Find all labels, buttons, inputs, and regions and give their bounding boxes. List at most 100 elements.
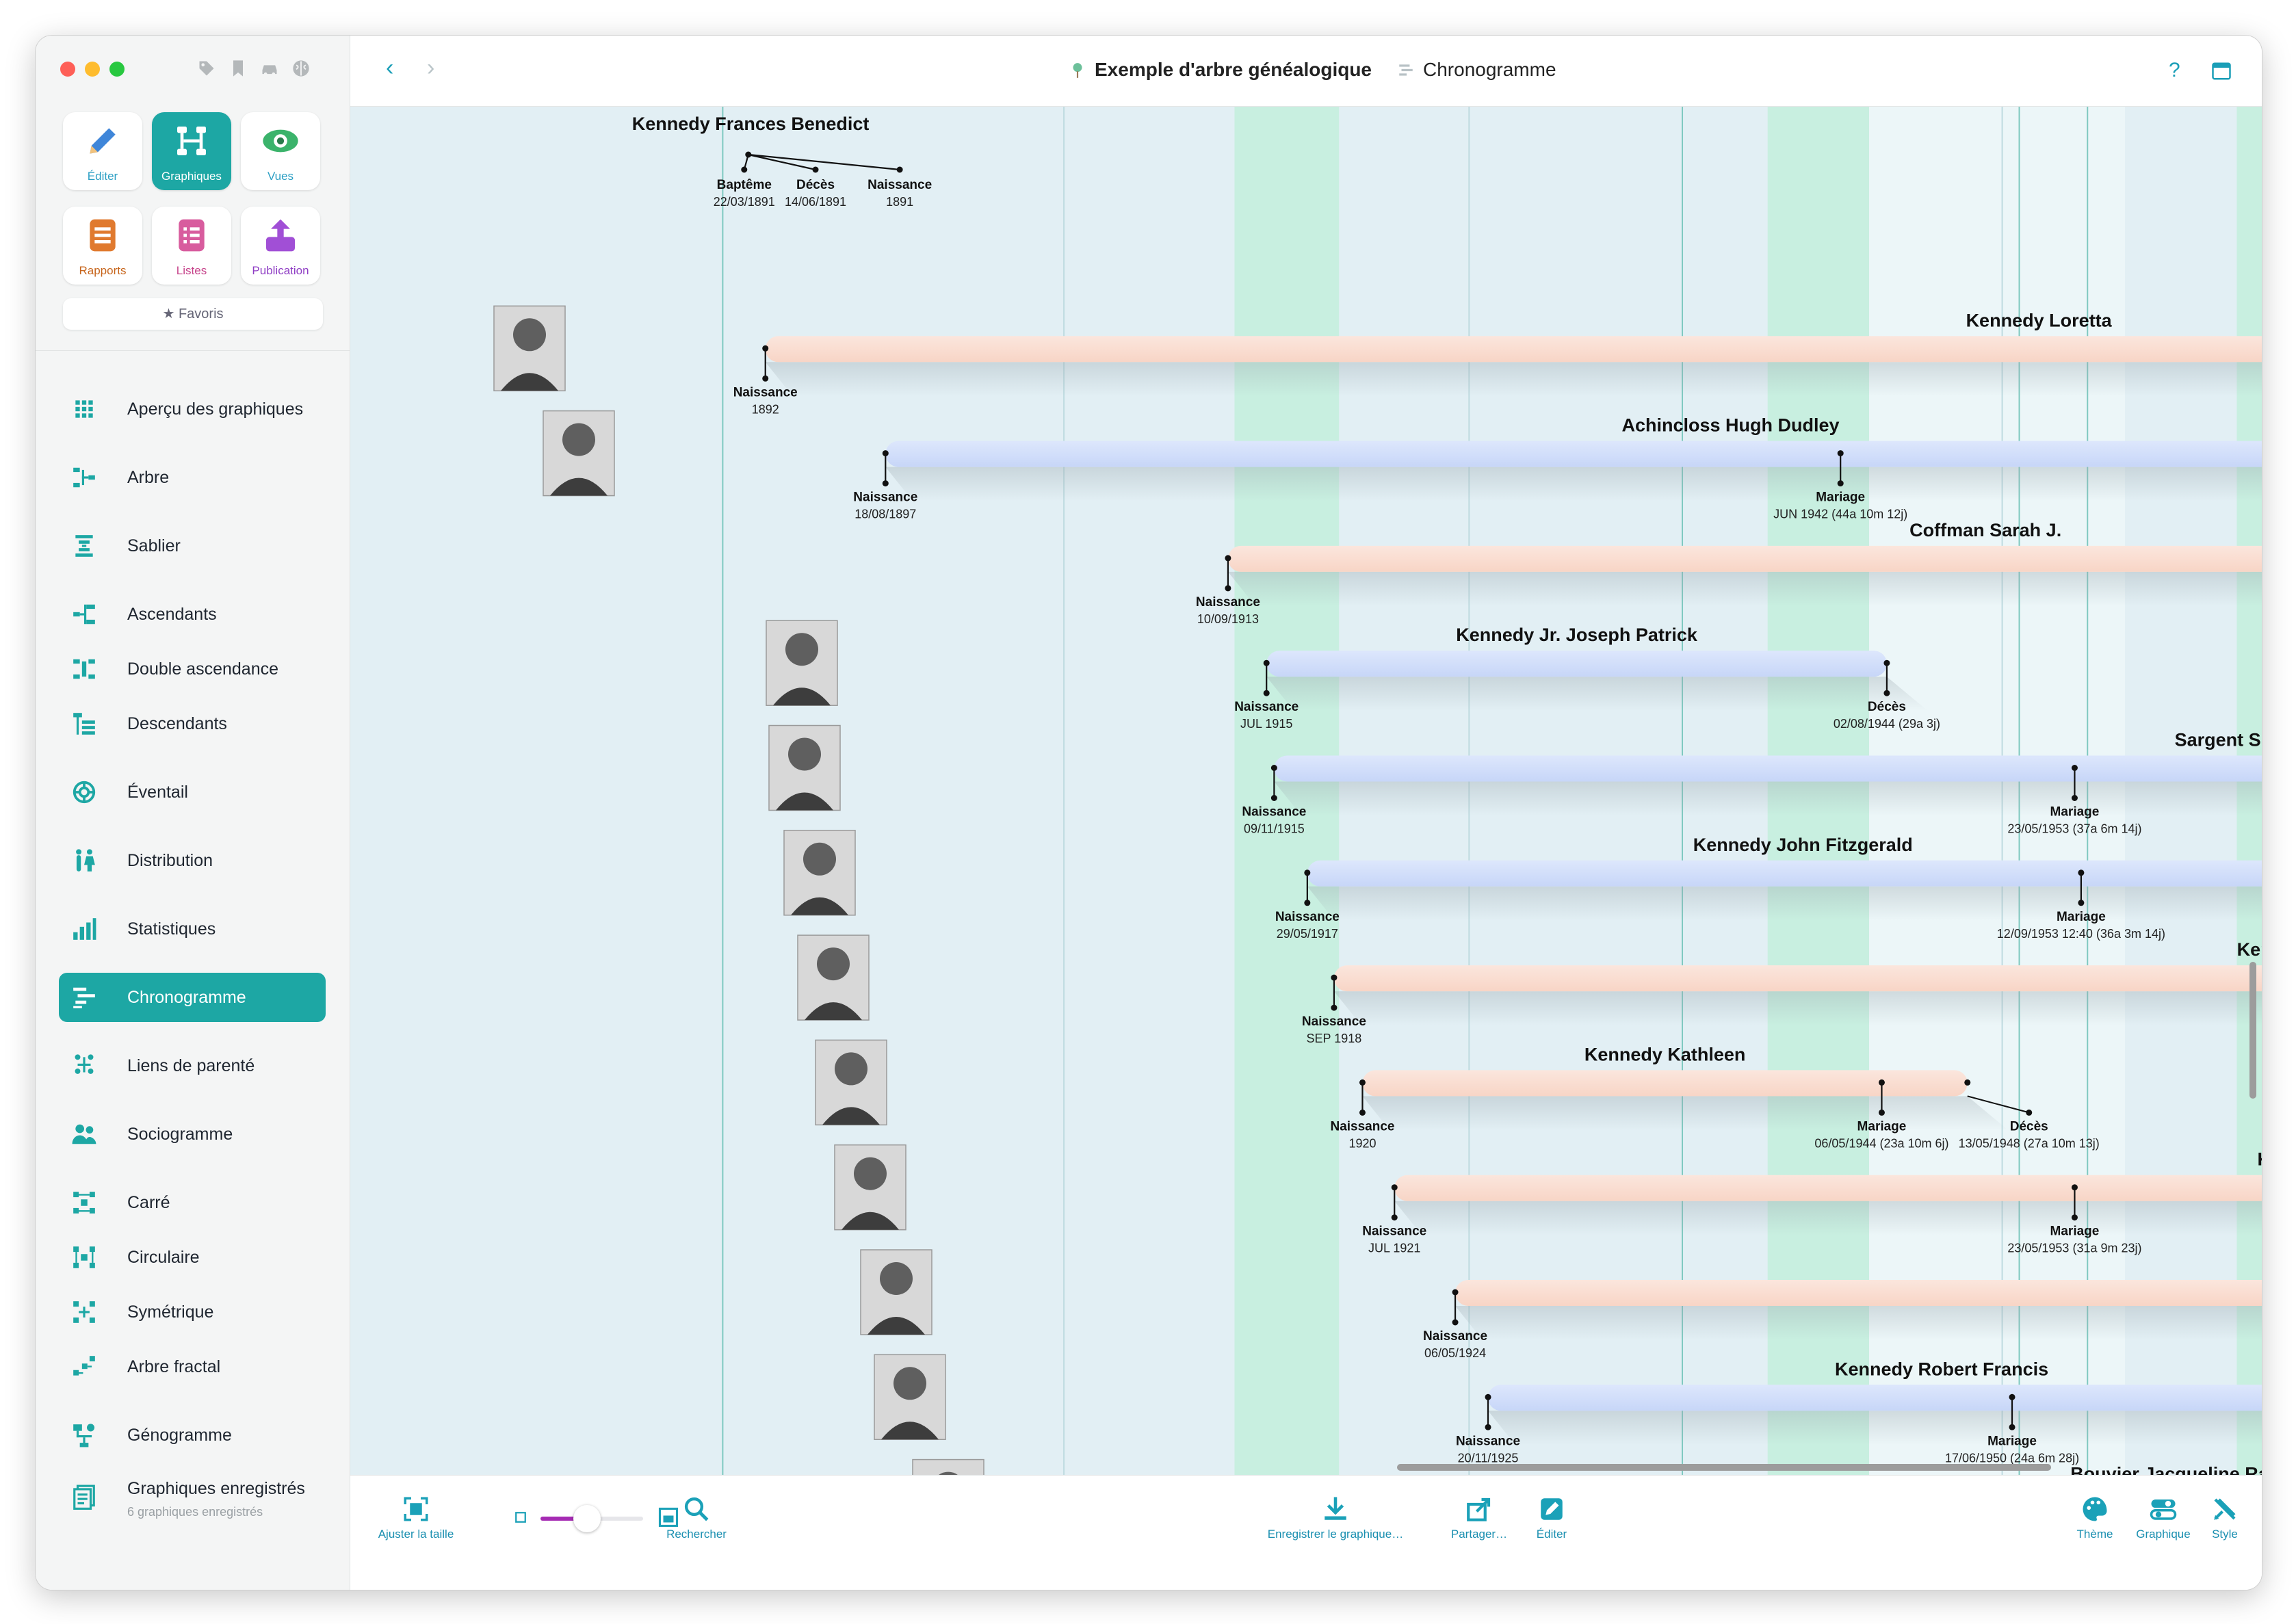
person-row[interactable]: Kennedy PatriciaNaissance06/05/1924 — [860, 1249, 2262, 1360]
dbl-icon — [73, 659, 95, 679]
sidebar-item-desc[interactable]: Descendants — [59, 699, 326, 748]
sidebar-item-grid[interactable]: Aperçu des graphiques — [59, 384, 326, 434]
big-button-label: Rapports — [79, 264, 127, 277]
sidebar-item-circ[interactable]: Circulaire — [59, 1233, 326, 1282]
person-row[interactable]: Kennedy Robert Francis Naissance 20/11/192… — [874, 1354, 2262, 1465]
zoom-slider[interactable] — [540, 1505, 643, 1532]
reports-mode-button[interactable]: Rapports — [63, 207, 142, 285]
close-window-button[interactable] — [60, 62, 75, 77]
life-bar[interactable] — [765, 336, 2262, 363]
brain-icon[interactable] — [291, 59, 311, 78]
zoom-window-button[interactable] — [109, 62, 125, 77]
life-bar[interactable] — [1394, 1175, 2262, 1201]
person-row[interactable]: Sargent Shriver Jr. Robert Naissance 09/11… — [768, 724, 2262, 836]
event-label: Naissance — [1330, 1119, 1394, 1134]
event-label: Naissance — [1275, 910, 1340, 924]
views-mode-button[interactable]: Vues — [241, 112, 320, 190]
life-bar[interactable] — [1266, 651, 1887, 677]
favorites-button[interactable]: ★ Favoris — [63, 298, 323, 330]
help-icon[interactable]: ? — [2169, 59, 2180, 81]
event-label: Naissance — [1196, 595, 1260, 610]
style-button[interactable]: Style — [2197, 1495, 2252, 1541]
sidebar-item-asc[interactable]: Ascendants — [59, 590, 326, 639]
event-marker — [1331, 1004, 1338, 1011]
person-row[interactable]: Kennedy Frances Benedict Baptême 22/03/189… — [632, 114, 932, 209]
sidebar-item-links[interactable]: Liens de parenté — [59, 1041, 326, 1090]
event-marker — [1391, 1214, 1398, 1221]
sidebar-item-saved[interactable]: Graphiques enregistrés 6 graphiques enreg… — [59, 1472, 326, 1521]
zoom-out-icon[interactable] — [514, 1511, 527, 1523]
life-bar[interactable] — [1274, 755, 2262, 782]
sidebar-item-sym[interactable]: Symétrique — [59, 1287, 326, 1337]
bookmark-icon[interactable] — [229, 59, 248, 78]
share-button[interactable]: Partager… — [1445, 1495, 1513, 1541]
person-name: Kennedy Eunice Mary — [2258, 1149, 2262, 1170]
life-bar[interactable] — [1488, 1385, 2262, 1411]
save-chart-button[interactable]: Enregistrer le graphique… — [1247, 1495, 1424, 1541]
event-date: JUL 1915 — [1240, 717, 1292, 731]
person-photo — [860, 1249, 932, 1335]
sidebar-item-stats[interactable]: Statistiques — [59, 904, 326, 954]
person-row[interactable]: Kennedy Kathleen Naissance 1920 Mariage 06/0… — [815, 1039, 2100, 1150]
event-date: 13/05/1948 (27a 10m 13j) — [1959, 1136, 2100, 1150]
desc-icon — [73, 713, 95, 735]
sidebar-toggle-icon[interactable] — [2211, 62, 2232, 81]
event-marker — [1837, 450, 1844, 457]
edit-button[interactable]: Éditer — [1524, 1495, 1579, 1541]
life-bar[interactable] — [1307, 860, 2262, 887]
timeline-svg: 11/09/2001Attentat du 11 Septembre Kenne… — [493, 107, 2262, 1475]
life-bar[interactable] — [1362, 1070, 1968, 1097]
sidebar-item-socio[interactable]: Sociogramme — [59, 1110, 326, 1159]
person-row[interactable]: Kennedy Rosemary Naissance SEP 1918 — [797, 934, 2262, 1045]
person-row[interactable]: Coffman Sarah J.Naissance10/09/1913Décès… — [1196, 520, 2262, 626]
zoom-in-icon[interactable] — [658, 1507, 679, 1528]
sidebar-item-square[interactable]: Carré — [59, 1178, 326, 1227]
sidebar-item-tree[interactable]: Arbre — [59, 453, 326, 502]
chart-settings-button[interactable]: Graphique — [2129, 1495, 2197, 1541]
person-row[interactable]: Kennedy Eunice Mary Naissance JUL 1921 Mari… — [834, 1144, 2262, 1255]
forward-arrow-icon[interactable]: › — [427, 55, 435, 81]
person-row[interactable]: Achincloss Hugh Dudley Naissance 18/08/189… — [543, 410, 2262, 521]
sidebar-item-dbl[interactable]: Double ascendance — [59, 644, 326, 694]
person-row[interactable]: Kennedy John Fitzgerald Naissance 29/05/19… — [783, 830, 2262, 941]
theme-button[interactable]: Thème — [2061, 1495, 2129, 1541]
sidebar-item-label: Sociogramme — [127, 1125, 233, 1144]
minimize-window-button[interactable] — [85, 62, 100, 77]
report-icon — [90, 219, 116, 252]
life-bar[interactable] — [1333, 965, 2262, 992]
tag-icon[interactable] — [197, 59, 216, 78]
person-row[interactable]: Kennedy Loretta Naissance 1892 — [493, 305, 2262, 416]
life-bar[interactable] — [1227, 545, 2262, 572]
person-row[interactable]: Kennedy Jr. Joseph Patrick Naissance JUL 1… — [766, 620, 1940, 731]
fit-size-button[interactable]: Ajuster la taille — [368, 1495, 464, 1541]
charts-mode-button[interactable]: Graphiques — [152, 112, 231, 190]
zoom-slider-knob[interactable] — [573, 1505, 601, 1532]
life-bar[interactable] — [1455, 1280, 2262, 1306]
sidebar-item-dist[interactable]: Distribution — [59, 836, 326, 885]
horizontal-scrollbar[interactable] — [1397, 1464, 2051, 1471]
brush-icon — [2214, 1498, 2236, 1520]
car-icon[interactable] — [260, 59, 279, 78]
event-label: Naissance — [1302, 1014, 1366, 1029]
dist-icon — [76, 849, 95, 872]
sidebar-item-hour[interactable]: Sablier — [59, 521, 326, 571]
event-label: Décès — [1868, 700, 1906, 714]
event-marker — [1359, 1079, 1366, 1086]
event-marker — [741, 166, 748, 173]
lists-mode-button[interactable]: Listes — [152, 207, 231, 285]
event-marker — [2071, 1184, 2078, 1191]
sidebar-item-geno[interactable]: Génogramme — [59, 1411, 326, 1460]
edit-mode-button[interactable]: Éditer — [63, 112, 142, 190]
life-bar[interactable] — [885, 441, 2262, 467]
sidebar-item-chrono[interactable]: Chronogramme — [59, 973, 326, 1022]
vertical-scrollbar[interactable] — [2249, 962, 2256, 1099]
sidebar-item-fan[interactable]: Éventail — [59, 768, 326, 817]
back-arrow-icon[interactable]: ‹ — [386, 55, 394, 81]
person-row[interactable]: Bouvier Jacqueline Raymondes (Kennedy)Na… — [912, 1458, 2262, 1475]
person-photo — [493, 305, 566, 392]
sidebar-item-fract[interactable]: Arbre fractal — [59, 1342, 326, 1391]
publication-mode-button[interactable]: Publication — [241, 207, 320, 285]
chronogram-canvas[interactable]: 11/09/2001Attentat du 11 Septembre Kenne… — [350, 107, 2262, 1475]
search-button[interactable]: Rechercher — [649, 1495, 744, 1541]
sidebar-item-label: Graphiques enregistrés — [127, 1479, 305, 1498]
